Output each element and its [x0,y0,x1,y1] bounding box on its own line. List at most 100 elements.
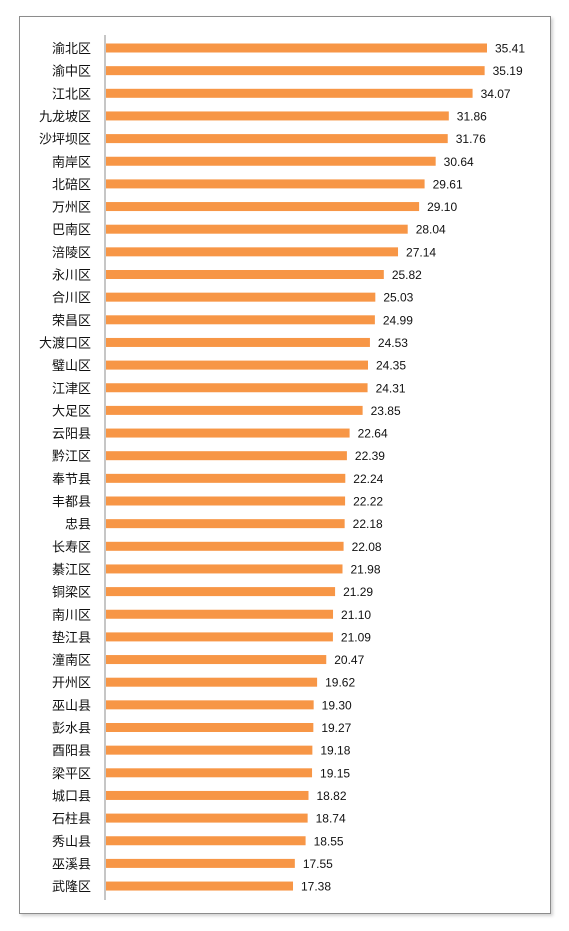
value-label: 20.47 [334,653,364,667]
category-label: 永川区 [52,269,91,284]
value-label: 22.39 [355,449,385,463]
category-label: 城口县 [52,789,91,804]
bar [106,541,344,551]
bar [106,677,318,687]
category-label: 江津区 [52,382,91,397]
category-label: 北碚区 [52,178,91,193]
bar [106,179,425,189]
value-label: 17.38 [301,880,331,894]
value-label: 35.41 [495,42,525,56]
category-label: 秀山县 [52,835,91,850]
value-label: 19.18 [320,744,350,758]
category-label: 黔江区 [52,450,91,465]
category-label: 渝中区 [52,64,91,80]
bar [106,383,368,393]
bar [106,156,436,166]
category-label: 九龙坡区 [39,110,91,125]
value-label: 24.99 [383,313,413,327]
value-label: 24.35 [376,359,406,373]
bar [106,88,473,98]
category-label: 丰都县 [52,495,91,510]
value-label: 18.74 [316,812,346,826]
value-label: 24.31 [376,381,406,395]
value-label: 22.64 [358,427,388,441]
value-label: 31.86 [457,109,487,123]
bar [106,655,327,665]
bar [106,858,295,868]
value-label: 21.98 [350,562,380,576]
category-label: 彭水县 [52,722,91,737]
category-label: 酉阳县 [52,744,91,759]
bar [106,43,487,53]
category-label: 江北区 [52,87,91,102]
value-label: 21.09 [341,630,371,644]
category-label: 巴南区 [52,222,91,238]
value-label: 34.07 [481,87,511,101]
category-label: 奉节县 [52,472,91,487]
bar [106,134,448,144]
bar [106,292,376,302]
bar [106,247,399,257]
value-label: 19.27 [321,721,351,735]
category-label: 忠县 [65,518,91,533]
value-label: 25.82 [392,268,422,282]
bar [106,790,309,800]
value-label: 25.03 [383,291,413,305]
category-label: 大渡口区 [39,335,91,351]
value-label: 17.55 [303,857,333,871]
value-label: 22.18 [353,517,383,531]
value-label: 19.30 [322,698,352,712]
bar [106,700,314,710]
value-label: 22.24 [353,472,383,486]
bar [106,609,334,619]
bar [106,360,368,370]
bar [106,768,313,778]
category-label: 潼南区 [52,653,91,669]
bar [106,587,336,597]
category-label: 璧山区 [52,358,91,374]
category-label: 大足区 [52,404,91,419]
category-label: 荣昌区 [52,314,91,329]
value-label: 31.76 [456,132,486,146]
category-label: 巫山县 [52,699,91,714]
value-label: 24.53 [378,336,408,350]
bar [106,270,384,279]
bar [106,564,343,574]
category-label: 渝北区 [52,41,91,57]
bar [106,473,346,483]
bar [106,496,346,506]
bar-chart: 渝北区 35.41 渝中区 35.19 江北区 34.07 九龙坡区 31.86 沙坪坝区 31.… [39,35,525,901]
category-label: 巫溪县 [52,857,91,872]
category-label: 武隆区 [52,880,91,895]
value-label: 29.61 [433,177,463,191]
value-label: 27.14 [406,245,436,259]
category-label: 开州区 [52,676,91,691]
bar [106,66,485,76]
bar [106,315,375,325]
bar [106,836,306,846]
bar [106,337,370,347]
bar [106,519,345,529]
category-label: 长寿区 [52,540,91,555]
value-label: 29.10 [427,200,457,214]
bar [106,723,314,732]
bar [106,632,333,642]
category-label: 垫江县 [52,630,91,646]
bar [106,881,294,891]
category-label: 南岸区 [52,154,91,170]
bar [106,405,363,415]
category-label: 沙坪坝区 [39,133,91,148]
bar [106,111,449,121]
category-label: 合川区 [52,291,91,306]
value-label: 30.64 [444,155,474,169]
chart-frame: 渝北区 35.41 渝中区 35.19 江北区 34.07 九龙坡区 31.86 沙坪坝区 31.… [19,16,551,914]
value-label: 21.10 [341,608,371,622]
category-label: 南川区 [52,607,91,623]
bar [106,745,313,755]
category-label: 綦江区 [52,563,91,578]
value-label: 23.85 [371,404,401,418]
bar [106,428,350,438]
bar [106,202,420,212]
value-label: 35.19 [493,64,523,78]
value-label: 22.08 [352,540,382,554]
